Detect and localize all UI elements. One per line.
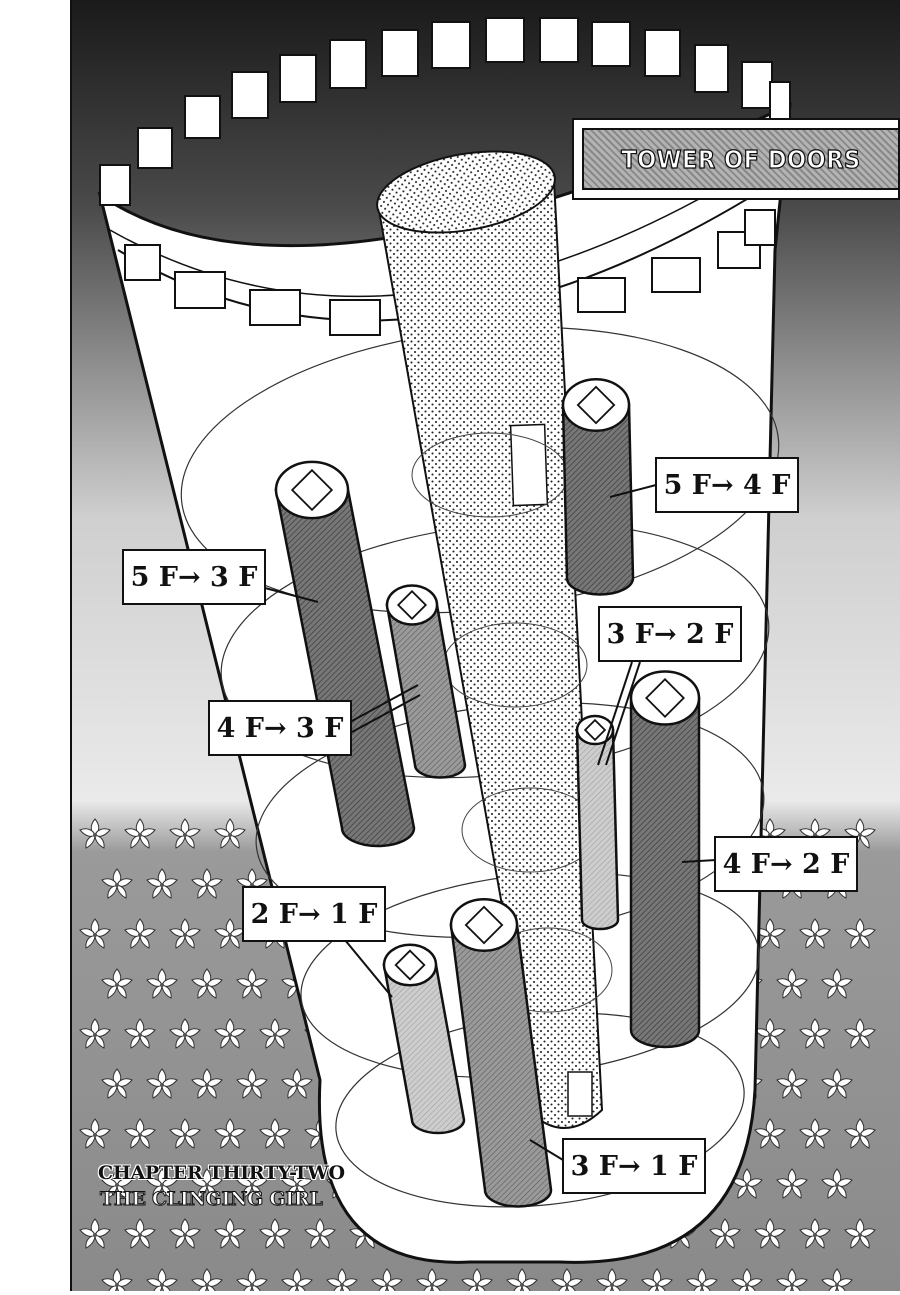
label-5f-4f: 5 F→ 4 F: [655, 457, 799, 513]
label-3f-2f: 3 F→ 2 F: [598, 606, 742, 662]
chapter-title: THE CLINGING GIRL: [99, 1188, 323, 1211]
pipe-4f-2f: [629, 670, 701, 1049]
label-5f-3f: 5 F→ 3 F: [122, 549, 266, 605]
pipe-2f-1f: [382, 943, 466, 1135]
pipe-5f-4f: [561, 378, 635, 596]
page-title: TOWER OF DOORS: [621, 144, 861, 174]
pipes: [274, 378, 701, 1208]
chapter-number: CHAPTER THIRTY-TWO: [98, 1162, 345, 1184]
pipe-5f-3f: [274, 460, 416, 848]
label-4f-2f: 4 F→ 2 F: [714, 836, 858, 892]
pipe-3f-2f: [575, 714, 620, 931]
pipe-4f-3f: [385, 584, 467, 779]
pipe-3f-1f: [449, 898, 553, 1208]
label-2f-1f: 2 F→ 1 F: [242, 886, 386, 942]
leader-lines: [264, 484, 717, 1161]
title-banner: TOWER OF DOORS: [582, 128, 900, 190]
left-margin: [0, 0, 70, 1291]
label-3f-1f: 3 F→ 1 F: [562, 1138, 706, 1194]
label-4f-3f: 4 F→ 3 F: [208, 700, 352, 756]
title-box: TOWER OF DOORS: [572, 118, 900, 200]
